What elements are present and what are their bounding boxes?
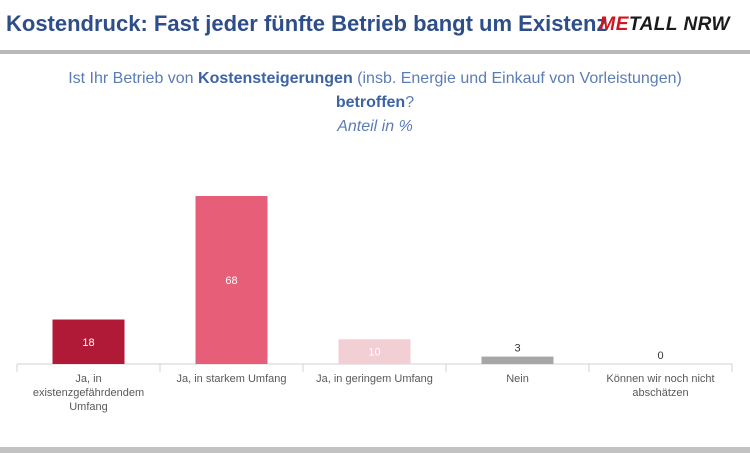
x-tick-label-line: Ja, in <box>75 373 101 385</box>
x-tick-label: Ja, in starkem Umfang <box>176 373 286 385</box>
bar <box>338 339 411 364</box>
bar <box>52 319 125 364</box>
x-tick-label: Ja, in existenzgefährdendem Umfang <box>33 373 144 413</box>
bar-value-label: 3 <box>514 343 520 355</box>
question-part-5: ? <box>405 94 415 111</box>
logo-rest: TALL NRW <box>628 14 730 35</box>
x-tick-label-line: Umfang <box>69 401 108 413</box>
header-divider <box>0 50 750 54</box>
bar-value-label: 18 <box>82 337 94 349</box>
logo-accent: ME <box>599 14 629 35</box>
x-tick-label-line: Ja, in starkem Umfang <box>176 373 286 385</box>
chart-unit: Anteil in % <box>337 118 413 135</box>
bar <box>195 196 268 364</box>
x-tick-label-line: abschätzen <box>632 387 688 399</box>
question-keyword-1: Kostensteigerungen <box>198 70 353 87</box>
x-tick-label: Ja, in geringem Umfang <box>316 373 433 385</box>
bar <box>481 356 554 364</box>
question-keyword-2: betroffen <box>335 94 406 111</box>
page-title: Kostendruck: Fast jeder fünfte Betrieb b… <box>6 11 608 36</box>
x-tick-label: Können wir noch nicht abschätzen <box>606 373 714 399</box>
footer-divider <box>0 447 750 453</box>
x-tick-label-line: Können wir noch nicht <box>606 373 714 385</box>
x-tick-label: Nein <box>506 373 529 385</box>
bar-value-label: 68 <box>225 275 237 287</box>
header-bar: Kostendruck: Fast jeder fünfte Betrieb b… <box>0 0 750 50</box>
metall-nrw-logo: METALL NRW <box>599 14 730 36</box>
bar-value-label: 10 <box>368 347 380 359</box>
x-tick-label-line: existenzgefährdendem <box>33 387 144 399</box>
bar-value-label: 0 <box>657 350 663 362</box>
x-tick-label-line: Ja, in geringem Umfang <box>316 373 433 385</box>
question-part-1: Ist Ihr Betrieb von <box>68 70 199 87</box>
question-part-3: (insb. Energie und Einkauf von Vorleistu… <box>352 70 682 87</box>
x-tick-label-line: Nein <box>506 373 529 385</box>
chart-question: Ist Ihr Betrieb von Kostensteigerungen (… <box>60 67 690 139</box>
